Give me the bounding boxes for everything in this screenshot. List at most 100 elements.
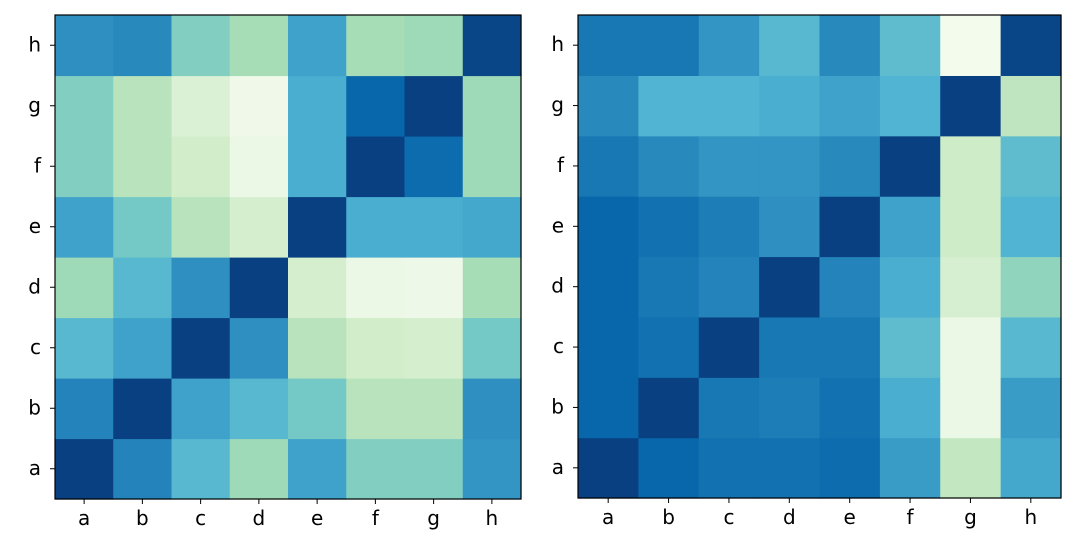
heatmap-cell (698, 15, 760, 76)
heatmap-cell (288, 75, 347, 137)
heatmap-cell (55, 136, 114, 198)
heatmap-cell (288, 378, 347, 440)
heatmap-cell (171, 196, 231, 258)
heatmap-cell (638, 316, 700, 378)
heatmap-cell (638, 377, 700, 439)
y-tick-label: e (552, 213, 564, 237)
plot-frame (54, 14, 522, 500)
heatmap-cell (171, 378, 231, 440)
heatmap-cell (55, 75, 114, 137)
x-tick-label: f (907, 505, 915, 529)
heatmap-cell (759, 75, 821, 137)
heatmap-cell (578, 135, 639, 197)
heatmap-cell (171, 438, 231, 500)
heatmap-cell (113, 438, 173, 500)
heatmap-cell (879, 437, 941, 499)
heatmap-cell (1000, 316, 1062, 378)
heatmap-cell (55, 257, 114, 319)
heatmap-cell (1000, 196, 1062, 258)
heatmap-cell (229, 257, 289, 319)
heatmap-cell (698, 75, 760, 137)
heatmap-cell (462, 317, 522, 379)
heatmap-cell (346, 196, 406, 258)
heatmap-cell (638, 15, 700, 76)
y-tick-label: d (28, 274, 41, 298)
heatmap-cell (229, 196, 289, 258)
y-tick-label: a (552, 455, 564, 479)
x-tick-label: d (783, 505, 796, 529)
heatmap-cell (462, 257, 522, 319)
heatmap-cell (462, 438, 522, 500)
heatmap-cell (759, 437, 821, 499)
heatmap-cell (578, 15, 639, 76)
heatmap-cell (759, 316, 821, 378)
heatmap-cell (578, 256, 639, 318)
heatmap-cell (879, 377, 941, 439)
heatmap-cell (819, 196, 881, 258)
heatmap-cell (288, 257, 347, 319)
plot-frame (577, 14, 1062, 499)
x-tick-label: h (486, 506, 499, 530)
heatmap-cell (229, 136, 289, 198)
heatmap-cell (171, 317, 231, 379)
x-tick-label: f (372, 506, 380, 530)
heatmap-cell (819, 256, 881, 318)
heatmap-cell (638, 75, 700, 137)
heatmap-cell (288, 196, 347, 258)
y-tick-label: d (551, 274, 564, 298)
heatmap-cell (462, 378, 522, 440)
heatmap-cell (346, 136, 406, 198)
heatmap-cell (288, 136, 347, 198)
heatmap-cell (404, 75, 464, 137)
heatmap-cell (1000, 15, 1062, 76)
heatmap-cell (1000, 256, 1062, 318)
heatmap-cell (940, 135, 1002, 197)
x-tick-label: a (602, 505, 614, 529)
heatmap-cell (1000, 437, 1062, 499)
heatmap-cell (462, 196, 522, 258)
heatmap-cell (759, 196, 821, 258)
heatmap-cell (113, 257, 173, 319)
heatmap-cell (404, 196, 464, 258)
y-tick-label: c (553, 334, 564, 358)
x-tick-label: d (253, 506, 266, 530)
heatmap-cell (638, 256, 700, 318)
x-tick-label: e (311, 506, 323, 530)
heatmap-cell (288, 15, 347, 77)
x-tick-label: e (844, 505, 856, 529)
heatmap-cell (229, 438, 289, 500)
heatmap-cell (346, 438, 406, 500)
x-tick-label: a (78, 506, 90, 530)
heatmap-cell (940, 377, 1002, 439)
heatmap-cell (819, 377, 881, 439)
heatmap-cell (462, 75, 522, 137)
heatmap-cell (940, 196, 1002, 258)
heatmap-cell (462, 136, 522, 198)
heatmap-cell (404, 15, 464, 77)
x-tick-label: b (662, 505, 675, 529)
heatmap-cell (879, 135, 941, 197)
heatmap-cell (171, 136, 231, 198)
heatmap-cell (113, 75, 173, 137)
y-tick-label: g (28, 93, 41, 117)
heatmap-cell (578, 196, 639, 258)
heatmap-cell (404, 378, 464, 440)
heatmap-cell (940, 437, 1002, 499)
heatmap-cell (940, 75, 1002, 137)
heatmap-cell (879, 196, 941, 258)
x-tick-label: c (723, 505, 734, 529)
heatmap-cell (578, 437, 639, 499)
heatmap-cell (288, 438, 347, 500)
heatmap-cell (638, 135, 700, 197)
heatmap-cell (819, 437, 881, 499)
x-tick-label: b (136, 506, 149, 530)
heatmap-cell (346, 378, 406, 440)
heatmap-cell (55, 196, 114, 258)
heatmap-cell (698, 437, 760, 499)
y-tick-label: h (28, 32, 41, 56)
heatmap-cell (288, 317, 347, 379)
heatmap-cell (940, 316, 1002, 378)
y-tick-label: g (551, 93, 564, 117)
heatmap-cell (171, 75, 231, 137)
y-tick-label: b (551, 394, 564, 418)
